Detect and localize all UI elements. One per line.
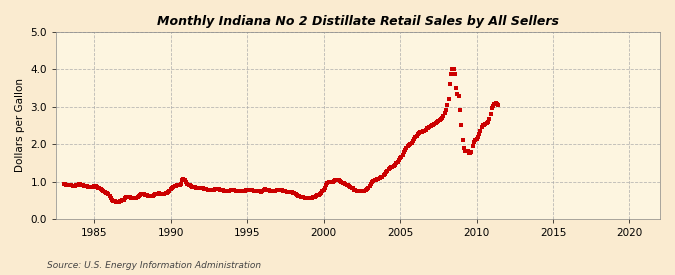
Y-axis label: Dollars per Gallon: Dollars per Gallon (15, 78, 25, 172)
Title: Monthly Indiana No 2 Distillate Retail Sales by All Sellers: Monthly Indiana No 2 Distillate Retail S… (157, 15, 559, 28)
Text: Source: U.S. Energy Information Administration: Source: U.S. Energy Information Administ… (47, 260, 261, 270)
